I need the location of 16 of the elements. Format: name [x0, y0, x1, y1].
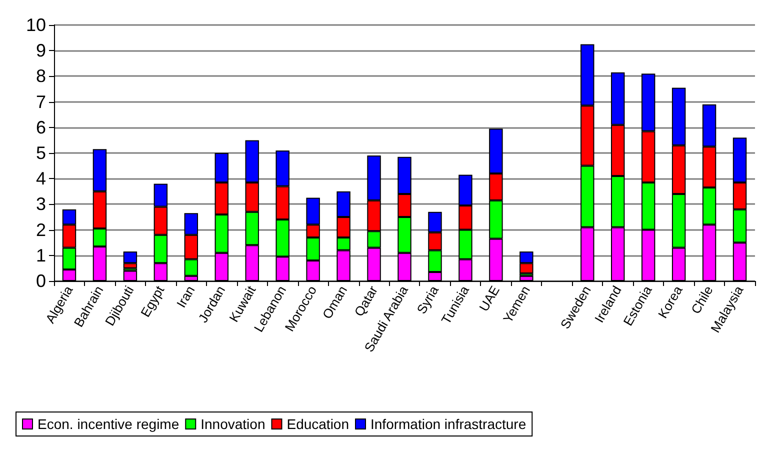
y-tick-label: 3: [36, 194, 46, 214]
y-tick-label: 6: [36, 117, 46, 138]
legend-label: Education: [286, 416, 350, 432]
y-tick-label: 1: [36, 245, 46, 266]
legend-label: Information infrastracture: [370, 416, 526, 432]
y-tick-label: 9: [36, 40, 46, 61]
y-tick-label: 8: [36, 66, 46, 86]
legend-label: Econ. incentive regime: [38, 416, 180, 432]
y-tick-label: 0: [36, 271, 46, 291]
y-tick-label: 5: [36, 143, 46, 163]
legend-label: Innovation: [200, 416, 266, 432]
x-tick-label: Iran: [173, 283, 198, 310]
y-tick-label: 2: [36, 220, 46, 240]
y-tick-label: 4: [36, 168, 46, 189]
y-tick-label: 7: [36, 92, 46, 112]
y-tick-label: 10: [26, 15, 46, 35]
